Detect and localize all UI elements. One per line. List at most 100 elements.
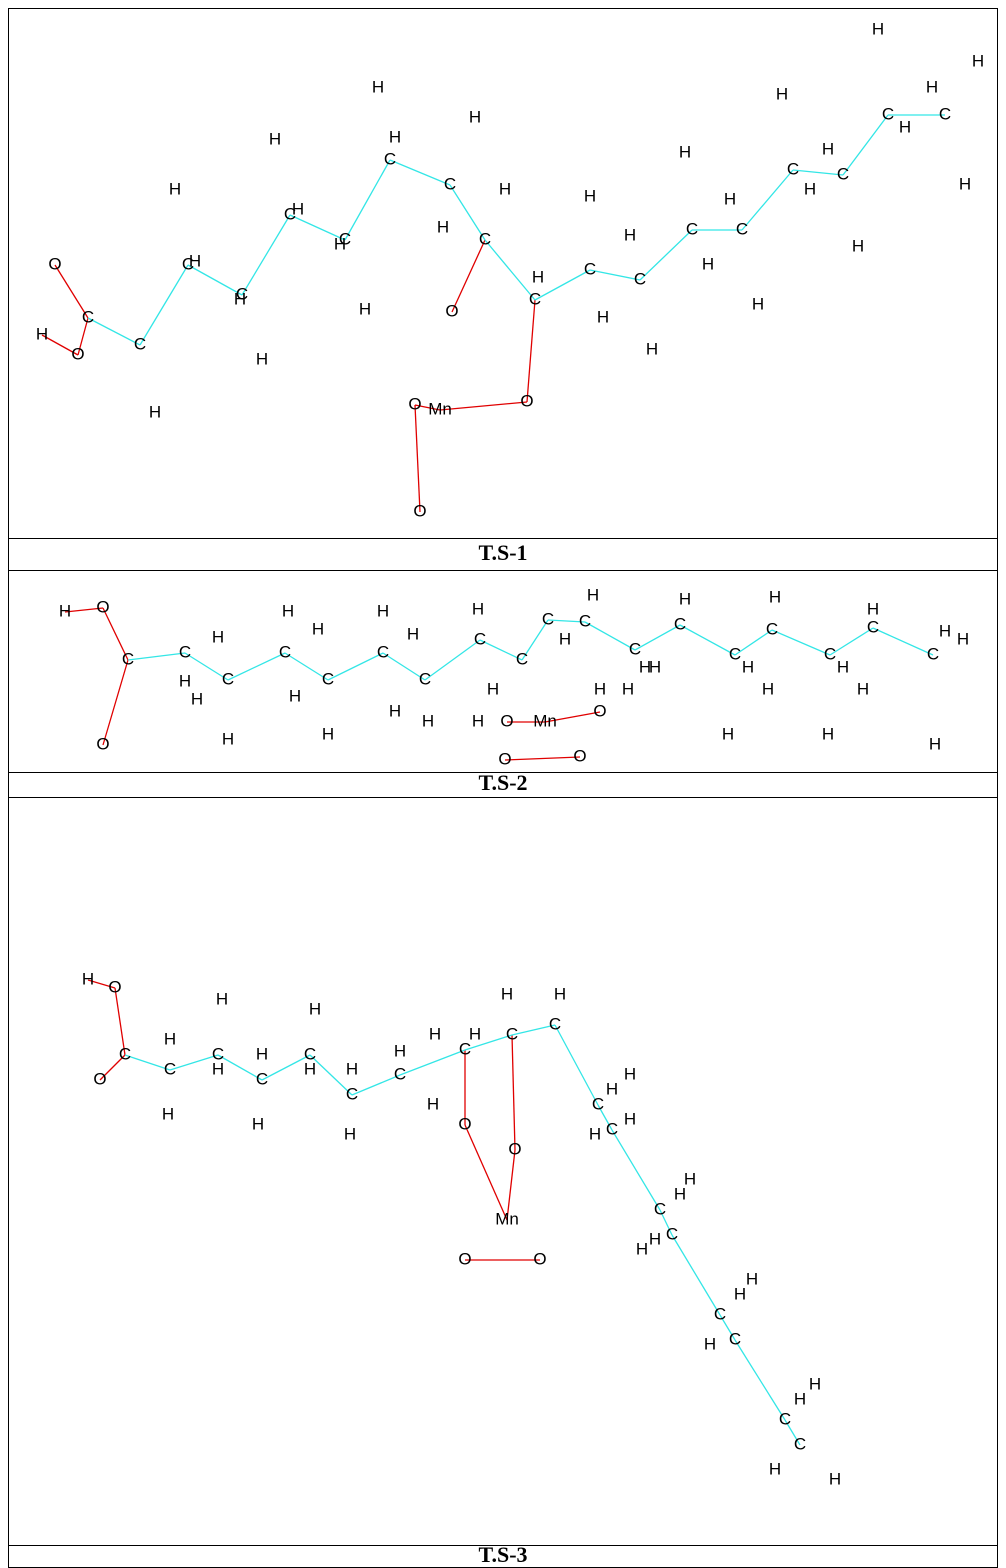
atom-label: H — [164, 1029, 176, 1048]
atom-label: H — [649, 657, 661, 676]
atom-label: H — [169, 179, 181, 198]
atom-label: H — [407, 624, 419, 643]
atom-label: H — [624, 1064, 636, 1083]
atom-label: C — [629, 639, 641, 658]
atom-label: H — [234, 289, 246, 308]
atom-label: C — [867, 617, 879, 636]
atom-label: H — [304, 1059, 316, 1078]
caption: T.S-1 — [478, 540, 527, 565]
atom-label: H — [587, 585, 599, 604]
atom-label: C — [394, 1064, 406, 1083]
bond — [589, 269, 641, 281]
atom-label: O — [508, 1139, 521, 1158]
atom-label: C — [634, 269, 646, 288]
atom-label: H — [372, 77, 384, 96]
atom-label: H — [429, 1024, 441, 1043]
atom-label: C — [654, 1199, 666, 1218]
atom-label: C — [927, 644, 939, 663]
atom-label: O — [458, 1114, 471, 1133]
bond — [99, 1054, 126, 1081]
atom-label: H — [972, 51, 984, 70]
atom-label: C — [279, 642, 291, 661]
atom-label: H — [359, 299, 371, 318]
atom-label: H — [346, 1059, 358, 1078]
atom-label: C — [222, 669, 234, 688]
bond — [554, 1024, 599, 1106]
atom-label: H — [769, 587, 781, 606]
atom-label: C — [736, 219, 748, 238]
bond — [464, 1034, 513, 1051]
atom-label: H — [472, 599, 484, 618]
atom-label: H — [394, 1041, 406, 1060]
table-lines — [8, 538, 998, 1546]
bond — [521, 619, 549, 661]
bond — [114, 987, 126, 1056]
atom-label: C — [794, 1434, 806, 1453]
atom-label: C — [714, 1304, 726, 1323]
atom-label: C — [459, 1039, 471, 1058]
bond — [382, 652, 426, 681]
atom-label: C — [549, 1014, 561, 1033]
bond — [792, 169, 844, 176]
atom-label: H — [59, 601, 71, 620]
bond — [139, 264, 189, 346]
bond — [842, 114, 889, 176]
atom-label: H — [222, 729, 234, 748]
atom-label: H — [532, 267, 544, 286]
atom-label: H — [269, 129, 281, 148]
atom-label: H — [437, 217, 449, 236]
caption: T.S-3 — [478, 1542, 527, 1567]
bond — [741, 169, 794, 231]
bond — [597, 1104, 613, 1131]
atom-label: H — [722, 724, 734, 743]
atom-label: C — [377, 642, 389, 661]
atom-label: H — [822, 724, 834, 743]
atom-label: H — [289, 686, 301, 705]
bond — [41, 334, 79, 356]
caption: T.S-2 — [478, 770, 527, 795]
atom-label: H — [704, 1334, 716, 1353]
atom-label: H — [769, 1459, 781, 1478]
atom-label: C — [384, 149, 396, 168]
atom-label: H — [282, 601, 294, 620]
bond — [187, 264, 243, 296]
bond — [127, 652, 186, 661]
atom-label: H — [804, 179, 816, 198]
atom-label: H — [606, 1079, 618, 1098]
bond — [479, 639, 523, 661]
atom-label: C — [474, 629, 486, 648]
atom-label: H — [469, 1024, 481, 1043]
atom-label: H — [734, 1284, 746, 1303]
atom-label: H — [624, 225, 636, 244]
bond — [102, 607, 129, 661]
atom-label: H — [939, 621, 951, 640]
atom-label: H — [899, 117, 911, 136]
atom-label: H — [312, 619, 324, 638]
atom-label: H — [857, 679, 869, 698]
atom-label: H — [742, 657, 754, 676]
atom-label: O — [445, 301, 458, 320]
bond — [671, 1234, 721, 1316]
bond — [124, 1054, 171, 1071]
atom-label: H — [762, 679, 774, 698]
atom-label: H — [36, 324, 48, 343]
atom-label: H — [256, 1044, 268, 1063]
atom-label: Mn — [495, 1209, 519, 1228]
atom-label: H — [499, 179, 511, 198]
atom-label: H — [822, 139, 834, 158]
atom-label: O — [93, 1069, 106, 1088]
bond — [484, 239, 536, 301]
atom-label: H — [872, 19, 884, 38]
atom-label: H — [679, 142, 691, 161]
bond — [289, 214, 346, 241]
atom-label: H — [829, 1469, 841, 1488]
bond — [511, 1034, 516, 1151]
bond — [184, 652, 229, 681]
atom-label: O — [533, 1249, 546, 1268]
atom-label: H — [752, 294, 764, 313]
bond — [872, 627, 934, 656]
atom-label: H — [957, 629, 969, 648]
atom-label: C — [779, 1409, 791, 1428]
atom-label: H — [554, 984, 566, 1003]
bond — [784, 1419, 801, 1446]
